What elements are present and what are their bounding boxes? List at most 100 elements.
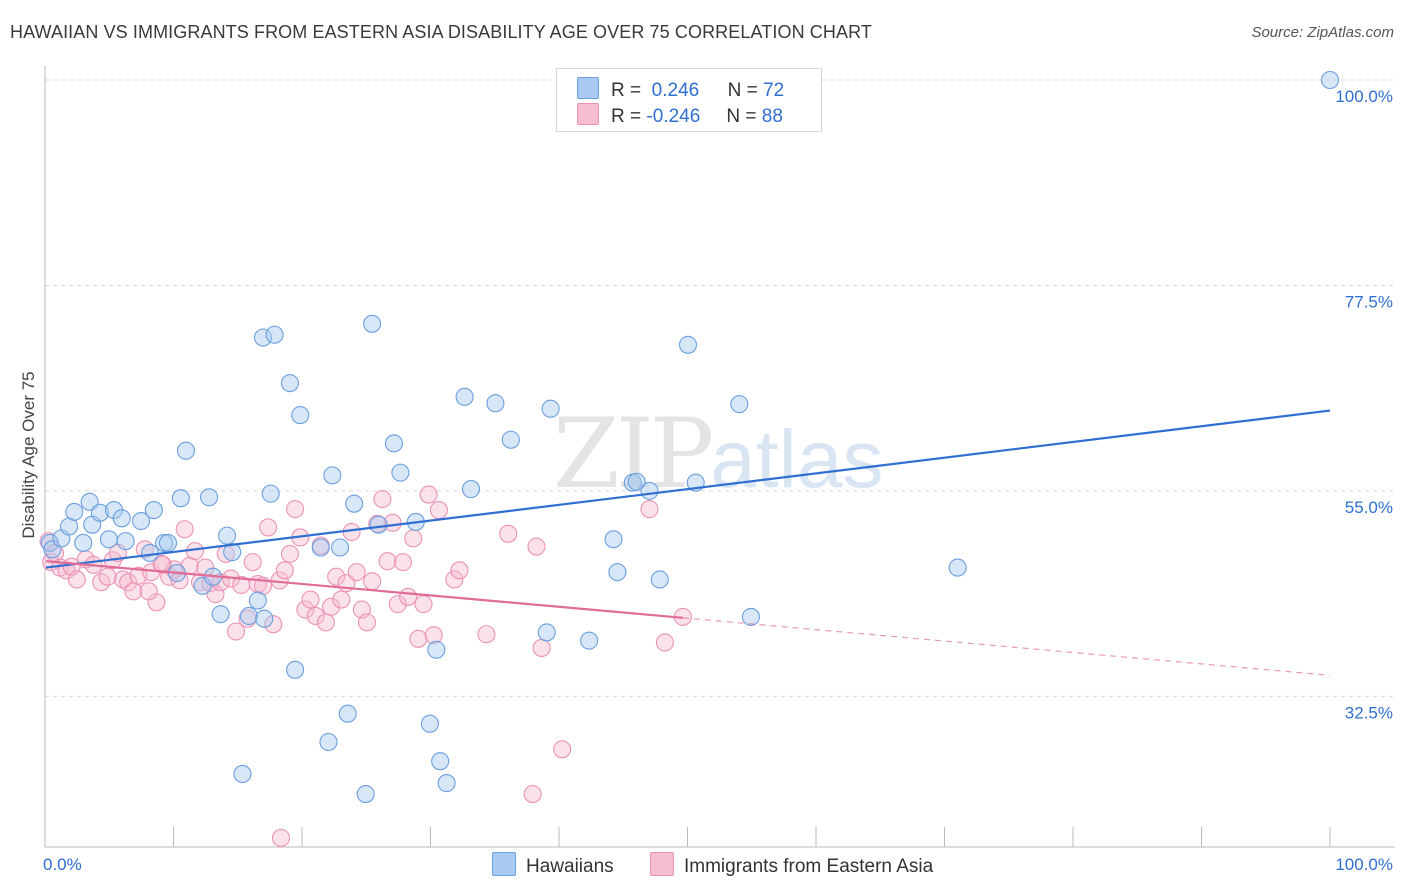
data-point-immigrants (226, 622, 246, 641)
data-point-hawaiians (74, 533, 93, 552)
bottom-legend-label-immigrants: Immigrants from Eastern Asia (684, 856, 934, 877)
data-point-hawaiians (211, 605, 230, 624)
data-point-hawaiians (580, 631, 599, 650)
y-tick-label: 32.5% (1345, 703, 1393, 722)
data-point-immigrants (286, 500, 305, 519)
data-point-hawaiians (501, 430, 520, 449)
data-point-hawaiians (486, 394, 505, 413)
data-point-immigrants (306, 606, 325, 626)
data-point-immigrants (124, 582, 143, 601)
data-point-immigrants (271, 828, 291, 847)
data-point-hawaiians (144, 501, 163, 520)
data-point-immigrants (175, 520, 194, 539)
data-point-immigrants (419, 485, 438, 504)
data-point-immigrants (259, 518, 278, 537)
data-point-immigrants (119, 573, 138, 592)
data-point-immigrants (409, 629, 428, 648)
data-point-immigrants (429, 501, 448, 520)
data-point-hawaiians (431, 752, 450, 771)
data-point-hawaiians (140, 543, 160, 563)
data-point-hawaiians (604, 530, 623, 549)
bottom-legend-hawaiians: Hawaiians (492, 852, 614, 878)
y-axis-label: Disability Age Over 75 (19, 371, 38, 538)
series-immigrants-points (39, 485, 692, 847)
data-point-hawaiians (65, 502, 84, 521)
data-point-immigrants (275, 561, 294, 580)
data-point-immigrants (280, 544, 300, 563)
bottom-legend-immigrants: Immigrants from Eastern Asia (650, 852, 933, 878)
legend-n-value-immigrants: 88 (761, 106, 783, 127)
tick-labels: 32.5% 55.0% 77.5% 100.0% 0.0% 100.0% (43, 87, 1393, 874)
data-point-immigrants (296, 600, 315, 619)
data-point-hawaiians (420, 714, 439, 733)
data-point-hawaiians (461, 480, 481, 499)
data-point-hawaiians (345, 494, 364, 513)
data-point-hawaiians (369, 515, 388, 534)
data-point-hawaiians (248, 591, 267, 610)
legend-r-value-immigrants: -0.246 (646, 106, 701, 127)
data-point-hawaiians (193, 576, 212, 595)
data-point-immigrants (378, 552, 397, 571)
legend-r-label: R = (611, 80, 642, 101)
data-point-immigrants (264, 615, 283, 634)
data-point-immigrants (527, 537, 546, 556)
legend-n-label: N = (727, 80, 758, 101)
data-point-hawaiians (363, 314, 382, 333)
data-point-hawaiians (155, 533, 174, 552)
data-point-immigrants (316, 613, 335, 632)
data-point-hawaiians (427, 640, 446, 659)
data-point-hawaiians (384, 434, 404, 453)
series-hawaiians-points (40, 70, 1340, 804)
data-point-immigrants (655, 633, 674, 652)
y-tick-label: 55.0% (1345, 498, 1393, 517)
data-point-immigrants (450, 561, 469, 580)
data-point-hawaiians (319, 732, 338, 752)
y-tick-label: 100.0% (1335, 87, 1393, 106)
data-point-immigrants (347, 563, 366, 582)
trend-lines (45, 409, 1331, 676)
data-point-hawaiians (171, 489, 190, 508)
data-point-hawaiians (265, 325, 284, 344)
data-point-hawaiians (640, 481, 659, 500)
data-point-immigrants (523, 784, 542, 804)
data-point-immigrants (399, 587, 418, 606)
data-point-immigrants (553, 740, 572, 759)
data-point-hawaiians (233, 764, 252, 784)
data-point-hawaiians (116, 532, 135, 551)
data-point-hawaiians (90, 503, 109, 522)
data-point-immigrants (98, 567, 117, 586)
watermark-atlas: atlas (710, 414, 884, 505)
data-point-immigrants (153, 555, 172, 574)
axes (44, 66, 1395, 848)
data-point-hawaiians (261, 484, 280, 503)
chart-title: HAWAIIAN VS IMMIGRANTS FROM EASTERN ASIA… (10, 22, 872, 42)
data-point-immigrants (363, 572, 382, 591)
bottom-legend-swatch-hawaiians (492, 852, 516, 876)
data-point-immigrants (640, 500, 659, 519)
legend-n-value-hawaiians: 72 (763, 80, 785, 101)
data-point-hawaiians (217, 526, 237, 545)
x-tick-label-max: 100.0% (1335, 855, 1393, 874)
data-point-hawaiians (948, 558, 967, 577)
data-point-hawaiians (286, 660, 305, 679)
y-tick-label: 77.5% (1345, 292, 1393, 311)
data-point-immigrants (357, 613, 377, 632)
data-point-hawaiians (311, 538, 330, 557)
data-point-immigrants (424, 626, 443, 645)
data-point-immigrants (139, 582, 158, 601)
x-tick-label-min: 0.0% (43, 855, 82, 874)
data-point-hawaiians (291, 406, 310, 425)
data-point-hawaiians (280, 374, 300, 393)
data-point-immigrants (383, 513, 402, 532)
trend-line-immigrants (45, 560, 683, 619)
legend-swatch-immigrants (577, 103, 599, 125)
trend-line-immigrants-extension (682, 617, 1331, 676)
data-point-immigrants (499, 524, 518, 543)
data-point-immigrants (477, 625, 496, 644)
data-point-hawaiians (131, 511, 151, 531)
data-point-hawaiians (437, 774, 456, 793)
data-point-hawaiians (541, 399, 560, 418)
data-point-hawaiians (627, 472, 646, 491)
data-point-hawaiians (330, 538, 350, 557)
